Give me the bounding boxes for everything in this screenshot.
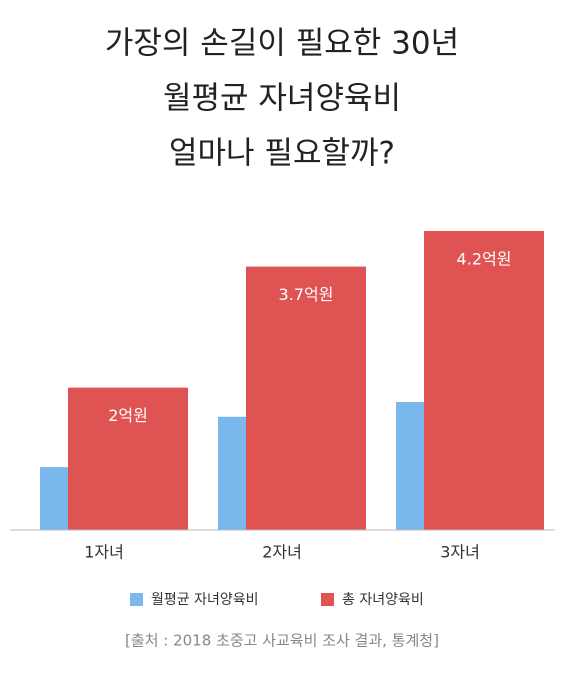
chart-title: 월평균 자녀양육비 — [163, 81, 401, 117]
legend-swatch — [130, 593, 143, 606]
x-tick-label: 1자녀 — [84, 543, 124, 562]
legend-label: 월평균 자녀양육비 — [151, 592, 259, 608]
bar — [424, 231, 544, 530]
chart-title: 가장의 손길이 필요한 30년 — [105, 26, 459, 62]
data-label: 3.7억원 — [279, 285, 334, 304]
chart-title: 얼마나 필요할까? — [169, 136, 395, 172]
bar — [68, 387, 188, 530]
data-label: 2억원 — [108, 406, 148, 425]
legend-label: 총 자녀양육비 — [342, 592, 424, 608]
data-label: 4.2억원 — [457, 250, 512, 269]
x-tick-label: 2자녀 — [262, 543, 302, 562]
x-tick-label: 3자녀 — [440, 543, 480, 562]
bar — [246, 266, 366, 530]
legend-swatch — [321, 593, 334, 606]
source: [출처 : 2018 초중고 사교육비 조사 결과, 통계청] — [125, 632, 439, 650]
